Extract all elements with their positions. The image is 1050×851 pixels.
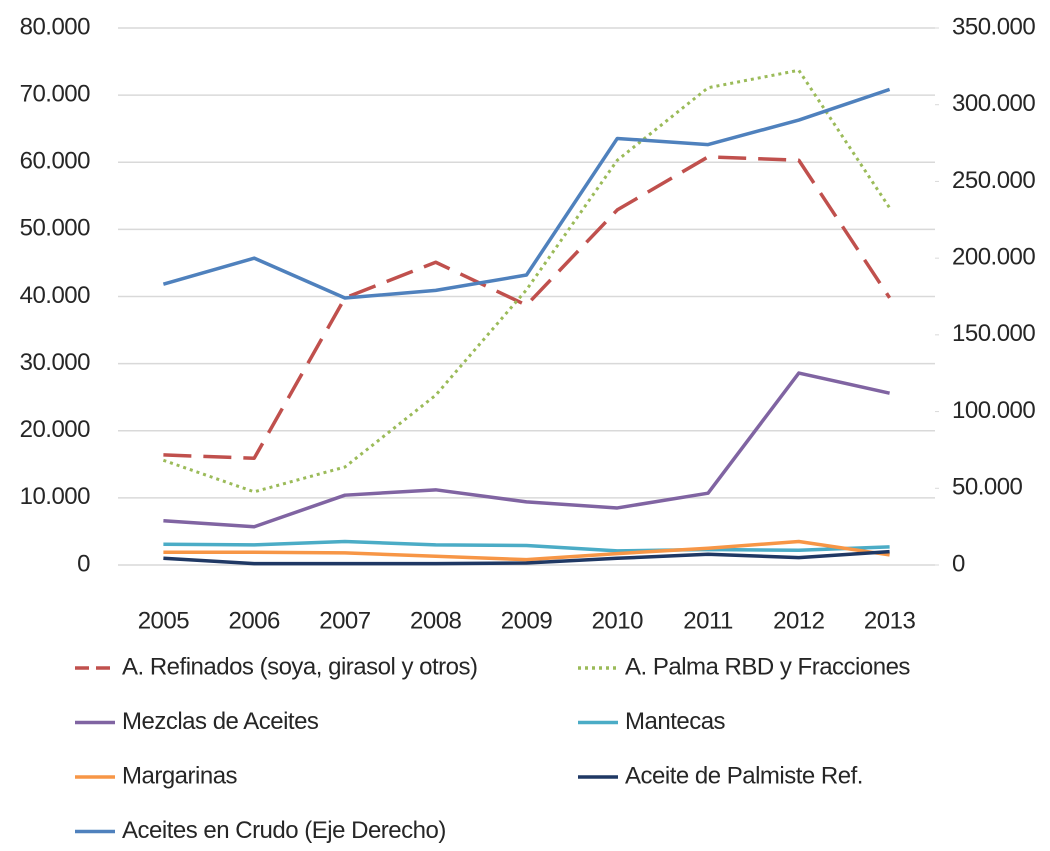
legend-label: Mezclas de Aceites [122,708,319,735]
y-tick-label: 20.000 [20,416,91,443]
series-line [163,549,890,566]
x-tick-label: 2009 [501,607,553,634]
x-tick-label: 2005 [138,607,190,634]
series-line [163,539,890,562]
y2-tick-label: 50.000 [952,474,1023,501]
y2-tick-label: 200.000 [952,243,1035,270]
y-tick-label: 10.000 [20,483,91,510]
y-tick-label: 60.000 [20,148,91,175]
legend-label: Aceite de Palmiste Ref. [625,762,863,789]
y-tick-label: 0 [77,550,90,577]
legend-label: A. Refinados (soya, girasol y otros) [122,653,478,680]
y-tick-label: 50.000 [20,215,91,242]
series-line [162,68,891,494]
y2-tick-label: 150.000 [952,320,1035,347]
x-tick-label: 2011 [683,607,733,634]
x-tick-label: 2006 [228,607,280,634]
series-line [163,539,890,553]
x-tick-label: 2007 [319,607,371,634]
series-line [162,87,891,300]
y2-tick-label: 0 [952,550,965,577]
legend-label: Margarinas [122,762,238,789]
x-tick-label: 2010 [592,607,644,634]
x-tick-label: 2012 [773,607,825,634]
y-tick-label: 40.000 [20,282,91,309]
y2-tick-label: 300.000 [952,90,1035,117]
x-tick-label: 2013 [864,607,916,634]
series-line [163,371,890,529]
series-line [163,155,892,461]
y-tick-label: 70.000 [20,80,91,107]
y2-tick-label: 100.000 [952,397,1035,424]
legend-label: A. Palma RBD y Fracciones [625,653,910,680]
y2-tick-label: 350.000 [952,13,1035,40]
legend-label: Aceites en Crudo (Eje Derecho) [122,817,446,844]
y-tick-label: 30.000 [20,349,91,376]
x-tick-label: 2008 [410,607,462,634]
legend-label: Mantecas [625,708,726,735]
y2-tick-label: 250.000 [952,167,1035,194]
y-tick-label: 80.000 [20,13,91,40]
